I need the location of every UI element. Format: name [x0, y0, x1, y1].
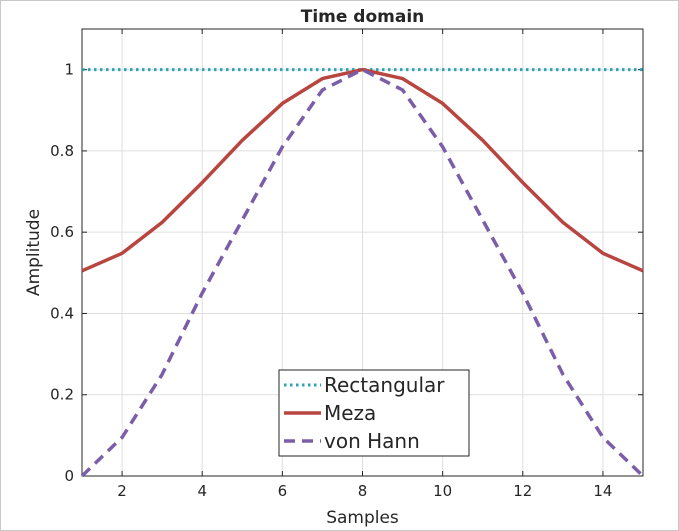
legend-label: Rectangular [324, 373, 445, 397]
x-tick-label: 12 [513, 482, 532, 500]
y-tick-label: 0.4 [50, 304, 74, 322]
x-tick-label: 6 [278, 482, 288, 500]
y-tick-label: 1 [64, 61, 74, 79]
y-tick-label: 0.6 [50, 223, 74, 241]
series-line-meza [81, 67, 644, 273]
legend-label: von Hann [324, 429, 420, 453]
x-tick-label: 14 [593, 482, 612, 500]
x-tick-label: 4 [197, 482, 207, 500]
x-tick-label: 2 [117, 482, 127, 500]
series-layer [80, 67, 645, 478]
y-tick-label: 0.2 [50, 386, 74, 404]
chart-title: Time domain [301, 7, 425, 27]
x-tick-label: 8 [358, 482, 368, 500]
y-axis-label: Amplitude [24, 209, 44, 296]
axis-ticks: 2 4 6 8 10 12 14 0 0.2 0.4 0.6 0.8 1 [50, 29, 643, 500]
x-axis-label: Samples [326, 508, 399, 528]
y-tick-label: 0 [64, 467, 74, 485]
y-tick-label: 0.8 [50, 142, 74, 160]
legend: Rectangular Meza von Hann [278, 369, 470, 457]
legend-label: Meza [324, 401, 376, 425]
x-tick-label: 10 [433, 482, 452, 500]
